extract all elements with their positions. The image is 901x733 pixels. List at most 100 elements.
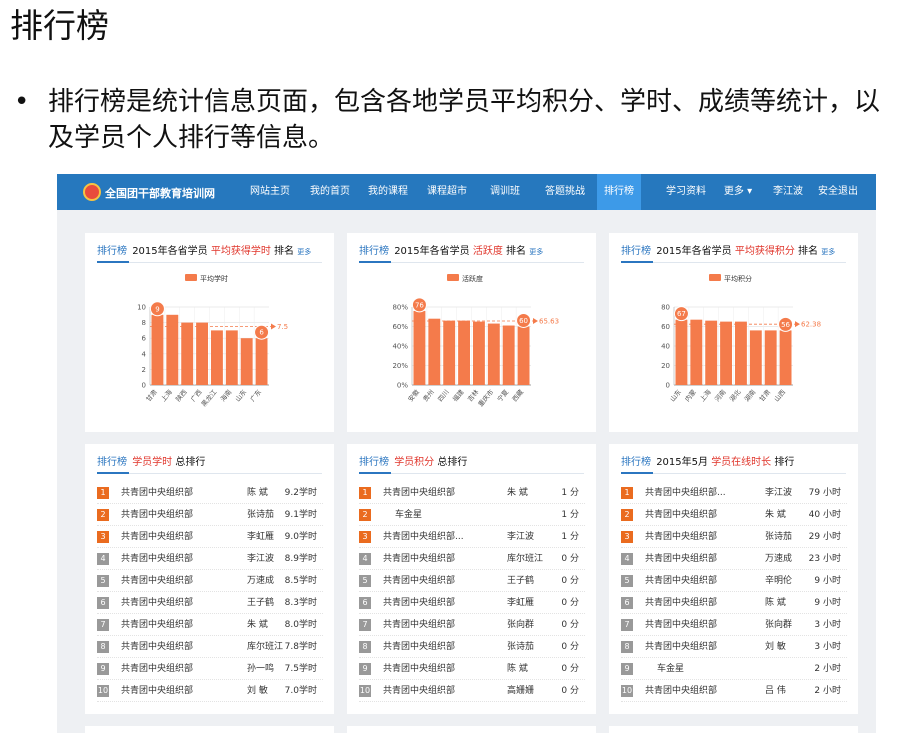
bottom-panel-left <box>85 726 334 733</box>
ranking-row[interactable]: 2 车金星 1 分 <box>359 504 585 526</box>
more-link[interactable]: 更多 <box>297 248 312 256</box>
student-name: 李江波 <box>507 532 535 542</box>
ranking-row[interactable]: 10 共青团中央组织部 吕 伟 2 小时 <box>621 680 847 702</box>
ranking-row[interactable]: 10 共青团中央组织部 刘 敏 7.0学时 <box>97 680 323 702</box>
ranking-row[interactable]: 8 共青团中央组织部 张诗茄 0 分 <box>359 636 585 658</box>
min-marker <box>254 324 270 340</box>
nav-item-5[interactable]: 答题挑战 <box>545 186 585 197</box>
ranking-row[interactable]: 7 共青团中央组织部 张向群 0 分 <box>359 614 585 636</box>
nav-item-8[interactable]: 更多 ▾ <box>719 174 757 210</box>
ranking-row[interactable]: 5 共青团中央组织部 王子鹤 0 分 <box>359 570 585 592</box>
max-marker <box>149 301 165 317</box>
panel-tab[interactable]: 排行榜 <box>359 456 391 474</box>
rank-badge: 2 <box>97 509 109 521</box>
ranking-row[interactable]: 2 共青团中央组织部 张诗茄 9.1学时 <box>97 504 323 526</box>
bar <box>428 318 441 385</box>
ranking-row[interactable]: 9 车金星 2 小时 <box>621 658 847 680</box>
ranking-row[interactable]: 5 共青团中央组织部 辛明伦 9 小时 <box>621 570 847 592</box>
chart-panel-0: 排行榜 2015年各省学员 平均获得学时 排名 更多 平均学时 0 2 4 6 8 10 甘肃… <box>85 233 334 432</box>
y-tick-label: 60% <box>392 323 408 331</box>
student-name: 刘 敏 <box>247 686 268 696</box>
ranking-row[interactable]: 8 共青团中央组织部 库尔班江 7.8学时 <box>97 636 323 658</box>
student-name: 王子鹤 <box>507 576 535 586</box>
bar <box>764 330 777 385</box>
ranking-row[interactable]: 10 共青团中央组织部 高姗姗 0 分 <box>359 680 585 702</box>
chevron-down-icon: ▾ <box>743 186 753 197</box>
rank-badge: 6 <box>621 597 633 609</box>
ranking-row[interactable]: 6 共青团中央组织部 李虹雁 0 分 <box>359 592 585 614</box>
slide-title: 排行榜 <box>10 6 109 45</box>
student-name: 库尔班江 <box>507 554 544 564</box>
score-value: 0 分 <box>561 642 579 652</box>
bar <box>166 314 179 385</box>
ranking-row[interactable]: 4 共青团中央组织部 库尔班江 0 分 <box>359 548 585 570</box>
score-value: 0 分 <box>561 620 579 630</box>
score-value: 40 小时 <box>808 510 841 520</box>
ranking-row[interactable]: 3 共青团中央组织部 李虹雁 9.0学时 <box>97 526 323 548</box>
panel-tab[interactable]: 排行榜 <box>97 456 129 474</box>
student-name: 李虹雁 <box>247 532 275 542</box>
ranking-row[interactable]: 3 共青团中央组织部 张诗茄 29 小时 <box>621 526 847 548</box>
ranking-row[interactable]: 1 共青团中央组织部... 李江波 79 小时 <box>621 482 847 504</box>
org-name: 共青团中央组织部 <box>645 510 718 520</box>
score-value: 7.5学时 <box>284 664 317 674</box>
x-tick-label: 西藏 <box>510 387 526 403</box>
ranking-row[interactable]: 3 共青团中央组织部... 李江波 1 分 <box>359 526 585 548</box>
y-tick-label: 80% <box>392 304 408 312</box>
nav-item-7[interactable]: 学习资料 <box>666 186 706 197</box>
rank-badge: 2 <box>621 509 633 521</box>
bar <box>196 322 209 385</box>
ranking-row[interactable]: 9 共青团中央组织部 陈 斌 0 分 <box>359 658 585 680</box>
org-name: 共青团中央组织部 <box>121 620 194 630</box>
org-name: 共青团中央组织部 <box>645 554 718 564</box>
ranking-row[interactable]: 5 共青团中央组织部 万速成 8.5学时 <box>97 570 323 592</box>
ranking-row[interactable]: 8 共青团中央组织部 刘 敏 3 小时 <box>621 636 847 658</box>
org-name: 共青团中央组织部 <box>383 642 456 652</box>
nav-item-4[interactable]: 调训班 <box>490 186 520 197</box>
ranking-row[interactable]: 6 共青团中央组织部 陈 斌 9 小时 <box>621 592 847 614</box>
chart-panel-2: 排行榜 2015年各省学员 平均获得积分 排名 更多 平均积分 0 20 40 60 80… <box>609 233 858 432</box>
ranking-row[interactable]: 7 共青团中央组织部 张向群 3 小时 <box>621 614 847 636</box>
bar <box>255 338 268 385</box>
ranking-row[interactable]: 4 共青团中央组织部 李江波 8.9学时 <box>97 548 323 570</box>
nav-item-9[interactable]: 李江波 <box>773 186 803 197</box>
more-link[interactable]: 更多 <box>529 248 544 256</box>
student-name: 吕 伟 <box>765 686 786 696</box>
nav-item-10[interactable]: 安全退出 <box>818 186 858 197</box>
more-link[interactable]: 更多 <box>821 248 836 256</box>
panel-header: 排行榜 2015年各省学员 平均获得积分 排名 更多 <box>621 245 846 263</box>
score-value: 9 小时 <box>814 598 841 608</box>
panel-tab[interactable]: 排行榜 <box>359 245 391 263</box>
ranking-row[interactable]: 1 共青团中央组织部 陈 斌 9.2学时 <box>97 482 323 504</box>
student-name: 张向群 <box>765 620 793 630</box>
ranking-row[interactable]: 7 共青团中央组织部 朱 斌 8.0学时 <box>97 614 323 636</box>
nav-item-2[interactable]: 我的课程 <box>368 186 408 197</box>
panel-tab[interactable]: 排行榜 <box>97 245 129 263</box>
panel-tab[interactable]: 排行榜 <box>621 456 653 474</box>
max-label: 9 <box>155 305 159 313</box>
panel-tab[interactable]: 排行榜 <box>621 245 653 263</box>
average-arrow-icon <box>271 323 276 330</box>
ranking-row[interactable]: 2 共青团中央组织部 朱 斌 40 小时 <box>621 504 847 526</box>
ranking-row[interactable]: 6 共青团中央组织部 王子鹤 8.3学时 <box>97 592 323 614</box>
x-tick-label: 安徽 <box>406 387 422 403</box>
ranking-row[interactable]: 1 共青团中央组织部 朱 斌 1 分 <box>359 482 585 504</box>
rank-badge: 9 <box>359 663 371 675</box>
ranking-row[interactable]: 9 共青团中央组织部 孙一鸣 7.5学时 <box>97 658 323 680</box>
nav-item-3[interactable]: 课程超市 <box>427 186 467 197</box>
rank-badge: 3 <box>359 531 371 543</box>
nav-item-6[interactable]: 排行榜 <box>597 174 641 210</box>
rank-badge: 5 <box>621 575 633 587</box>
org-name: 共青团中央组织部 <box>645 598 718 608</box>
rank-badge: 1 <box>97 487 109 499</box>
brand-name[interactable]: 全国团干部教育培训网 <box>105 187 215 200</box>
nav-item-0[interactable]: 网站主页 <box>250 186 290 197</box>
rank-badge: 3 <box>621 531 633 543</box>
nav-item-1[interactable]: 我的首页 <box>310 186 350 197</box>
ranking-row[interactable]: 4 共青团中央组织部 万速成 23 小时 <box>621 548 847 570</box>
rank-badge: 2 <box>359 509 371 521</box>
org-name: 共青团中央组织部 <box>645 532 718 542</box>
score-value: 3 小时 <box>814 642 841 652</box>
org-name: 共青团中央组织部... <box>383 532 464 542</box>
